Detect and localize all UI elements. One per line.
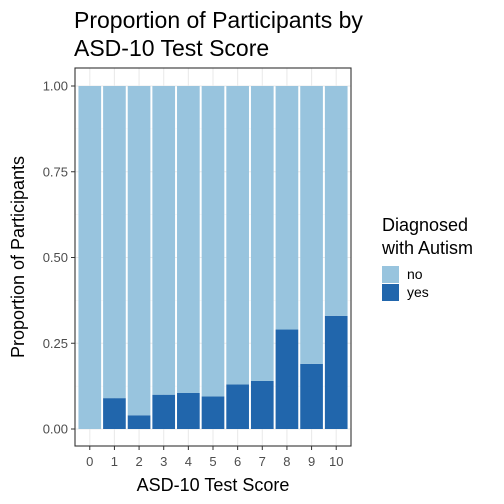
legend-item-yes: yes — [382, 284, 429, 301]
legend: Diagnosed with Autism no yes — [382, 214, 474, 301]
y-tick-label: 0.25 — [43, 336, 68, 351]
y-tick-label: 0.00 — [43, 422, 68, 437]
bar-no-2 — [127, 86, 151, 416]
chart-title-line-1: Proportion of Participants by — [74, 7, 363, 33]
bar-no-6 — [226, 86, 249, 385]
bar-yes-8 — [275, 329, 299, 429]
bar-yes-5 — [201, 396, 225, 429]
bar-yes-4 — [177, 392, 200, 429]
bar-yes-3 — [152, 394, 176, 429]
bar-no-10 — [324, 86, 348, 316]
bar-no-0 — [78, 86, 102, 429]
x-axis-title: ASD-10 Test Score — [137, 475, 290, 495]
x-tick-label: 2 — [135, 454, 142, 469]
legend-title-line-1: Diagnosed — [382, 215, 469, 235]
legend-label-no: no — [407, 266, 423, 282]
x-tick-label: 10 — [329, 454, 343, 469]
legend-label-yes: yes — [407, 284, 429, 300]
bar-no-4 — [177, 86, 200, 393]
y-tick-label: 0.50 — [43, 250, 68, 265]
bar-no-3 — [152, 86, 176, 395]
y-tick-label: 1.00 — [43, 79, 68, 94]
bar-no-8 — [275, 86, 299, 330]
x-tick-label: 6 — [234, 454, 241, 469]
bar-no-1 — [103, 86, 126, 399]
bar-yes-1 — [103, 398, 126, 429]
legend-swatch-yes — [382, 284, 399, 301]
bar-no-9 — [300, 86, 323, 364]
x-tick-label: 8 — [283, 454, 290, 469]
legend-item-no: no — [382, 266, 423, 283]
x-tick-label: 0 — [86, 454, 93, 469]
bar-no-7 — [250, 86, 274, 381]
y-axis-title: Proportion of Participants — [8, 156, 28, 358]
bar-no-5 — [201, 86, 225, 397]
x-tick-label: 7 — [259, 454, 266, 469]
chart-title: Proportion of Participants by ASD-10 Tes… — [74, 6, 394, 62]
x-tick-label: 1 — [111, 454, 118, 469]
legend-swatch-no — [382, 266, 399, 283]
bar-yes-6 — [226, 384, 249, 429]
x-tick-label: 4 — [185, 454, 192, 469]
legend-title-line-2: with Autism — [382, 238, 474, 258]
bar-yes-10 — [324, 315, 348, 429]
bar-yes-2 — [127, 415, 151, 429]
x-tick-label: 5 — [209, 454, 216, 469]
bar-yes-7 — [250, 380, 274, 429]
chart-title-line-2: ASD-10 Test Score — [74, 35, 270, 61]
x-tick-label: 9 — [308, 454, 315, 469]
y-tick-label: 0.75 — [43, 164, 68, 179]
bar-yes-9 — [300, 363, 323, 429]
x-tick-label: 3 — [160, 454, 167, 469]
